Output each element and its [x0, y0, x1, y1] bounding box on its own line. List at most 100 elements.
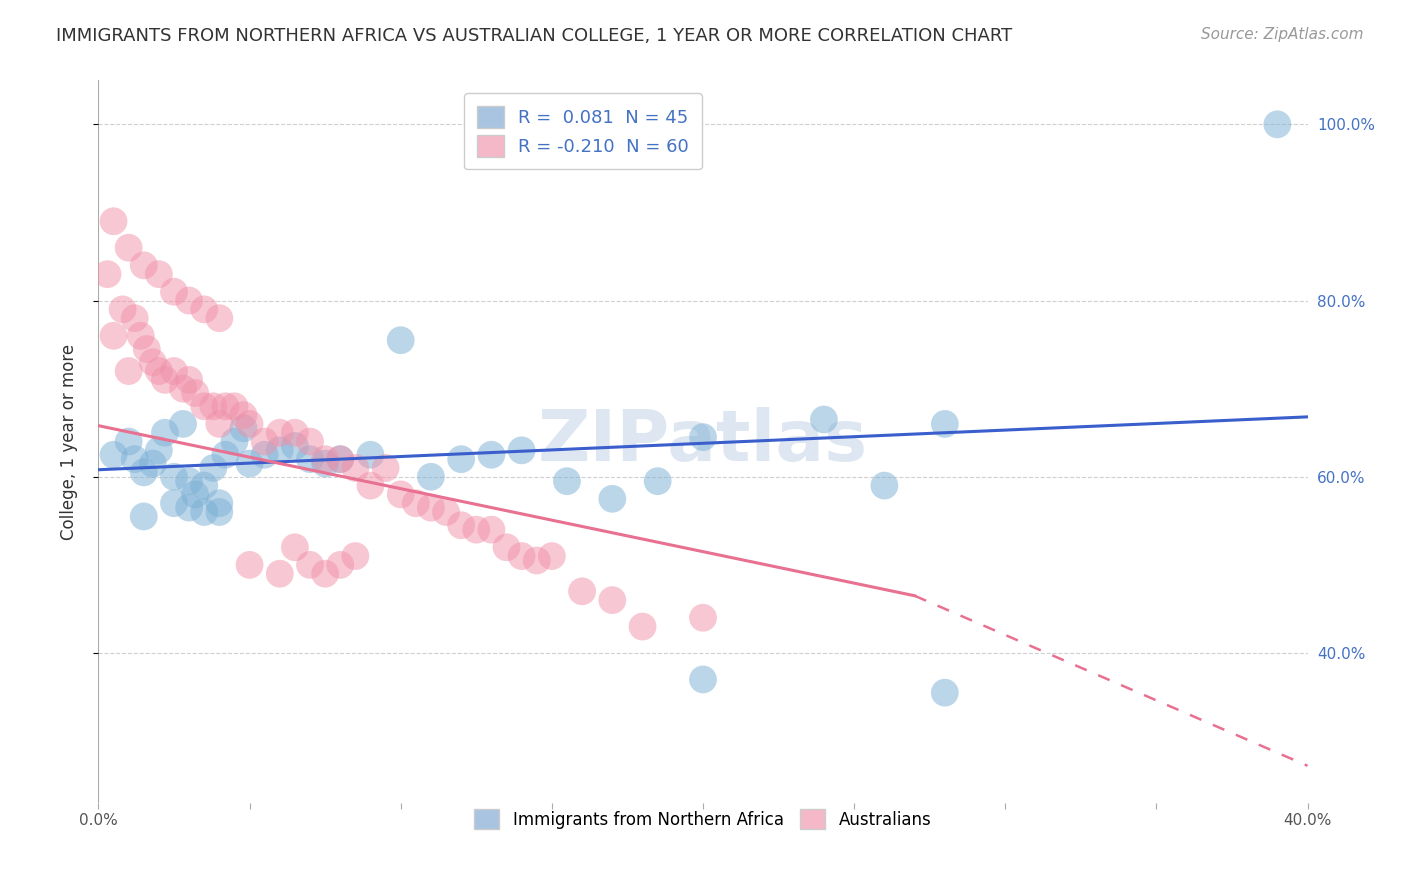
Point: [132, 466, 155, 480]
Point: [179, 293, 201, 308]
Point: [163, 496, 186, 510]
Point: [239, 417, 262, 431]
Point: [389, 487, 412, 501]
Point: [420, 500, 443, 515]
Point: [299, 452, 322, 467]
Point: [510, 549, 533, 563]
Point: [873, 478, 896, 492]
Point: [450, 518, 472, 533]
Text: Source: ZipAtlas.com: Source: ZipAtlas.com: [1201, 27, 1364, 42]
Point: [224, 399, 246, 413]
Point: [118, 434, 141, 449]
Point: [208, 417, 231, 431]
Point: [602, 593, 624, 607]
Point: [179, 373, 201, 387]
Point: [314, 566, 336, 581]
Point: [111, 302, 134, 317]
Point: [253, 448, 276, 462]
Point: [284, 425, 307, 440]
Point: [172, 417, 194, 431]
Point: [465, 523, 488, 537]
Point: [510, 443, 533, 458]
Point: [602, 491, 624, 506]
Point: [148, 443, 170, 458]
Point: [284, 439, 307, 453]
Point: [124, 311, 146, 326]
Point: [329, 452, 352, 467]
Point: [692, 430, 714, 444]
Point: [193, 399, 215, 413]
Point: [179, 500, 201, 515]
Point: [153, 373, 176, 387]
Point: [224, 434, 246, 449]
Point: [118, 241, 141, 255]
Point: [208, 311, 231, 326]
Point: [132, 258, 155, 272]
Point: [184, 386, 207, 401]
Point: [239, 457, 262, 471]
Point: [269, 566, 291, 581]
Point: [103, 214, 125, 228]
Point: [135, 342, 157, 356]
Point: [360, 448, 382, 462]
Point: [405, 496, 427, 510]
Point: [142, 457, 165, 471]
Point: [631, 619, 654, 633]
Point: [193, 505, 215, 519]
Point: [284, 541, 307, 555]
Point: [132, 509, 155, 524]
Point: [299, 434, 322, 449]
Point: [118, 364, 141, 378]
Text: ZIPatlas: ZIPatlas: [538, 407, 868, 476]
Point: [124, 452, 146, 467]
Point: [214, 399, 236, 413]
Point: [163, 470, 186, 484]
Point: [314, 452, 336, 467]
Point: [239, 558, 262, 572]
Point: [153, 425, 176, 440]
Point: [540, 549, 562, 563]
Point: [163, 285, 186, 299]
Point: [571, 584, 593, 599]
Point: [103, 448, 125, 462]
Point: [555, 474, 578, 488]
Point: [495, 541, 517, 555]
Point: [202, 461, 225, 475]
Point: [934, 417, 956, 431]
Point: [172, 382, 194, 396]
Point: [344, 461, 367, 475]
Point: [253, 434, 276, 449]
Point: [434, 505, 457, 519]
Point: [208, 496, 231, 510]
Point: [179, 474, 201, 488]
Point: [1267, 117, 1289, 131]
Point: [813, 412, 835, 426]
Text: IMMIGRANTS FROM NORTHERN AFRICA VS AUSTRALIAN COLLEGE, 1 YEAR OR MORE CORRELATIO: IMMIGRANTS FROM NORTHERN AFRICA VS AUSTR…: [56, 27, 1012, 45]
Point: [329, 558, 352, 572]
Point: [96, 267, 118, 281]
Point: [208, 505, 231, 519]
Point: [269, 443, 291, 458]
Point: [934, 686, 956, 700]
Point: [374, 461, 396, 475]
Point: [526, 553, 548, 567]
Point: [420, 470, 443, 484]
Point: [202, 399, 225, 413]
Point: [193, 478, 215, 492]
Point: [692, 673, 714, 687]
Point: [148, 364, 170, 378]
Point: [344, 549, 367, 563]
Point: [269, 425, 291, 440]
Point: [103, 328, 125, 343]
Point: [360, 478, 382, 492]
Point: [232, 421, 254, 435]
Point: [314, 457, 336, 471]
Point: [193, 302, 215, 317]
Point: [184, 487, 207, 501]
Point: [481, 448, 503, 462]
Point: [214, 448, 236, 462]
Point: [232, 408, 254, 422]
Point: [389, 333, 412, 347]
Legend: Immigrants from Northern Africa, Australians: Immigrants from Northern Africa, Austral…: [467, 801, 939, 838]
Point: [299, 558, 322, 572]
